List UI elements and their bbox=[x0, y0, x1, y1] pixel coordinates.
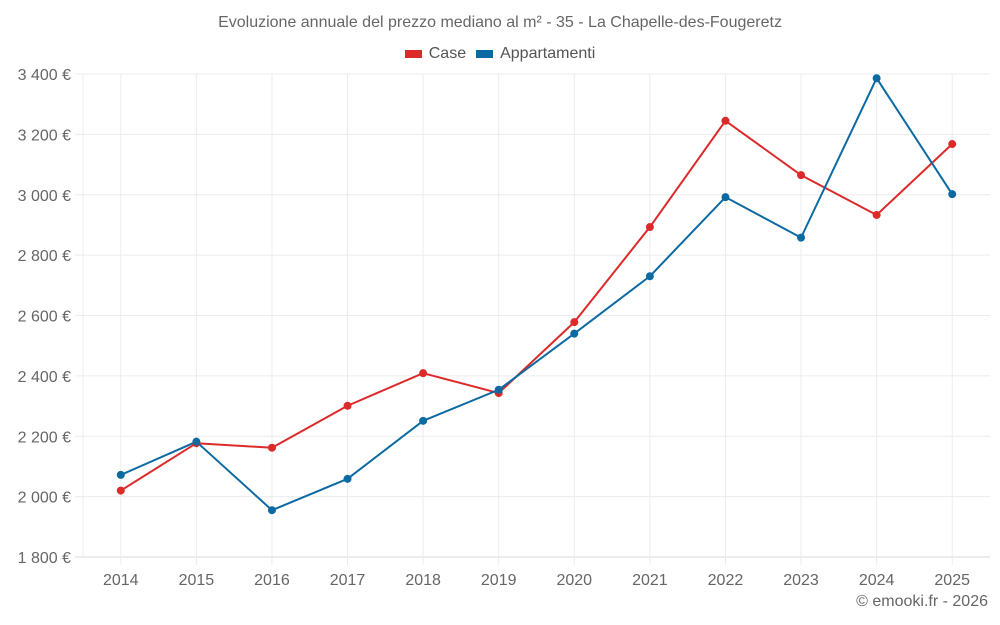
data-point-appartamenti[interactable] bbox=[645, 272, 654, 281]
x-tick-label: 2015 bbox=[179, 572, 215, 589]
credit-text: © emooki.fr - 2026 bbox=[856, 593, 988, 610]
data-point-case[interactable] bbox=[267, 443, 276, 452]
legend-swatch-case bbox=[404, 50, 422, 58]
y-tick-label: 3 400 € bbox=[18, 67, 71, 84]
data-point-case[interactable] bbox=[116, 486, 125, 495]
data-point-appartamenti[interactable] bbox=[570, 329, 579, 338]
x-tick-label: 2014 bbox=[103, 572, 139, 589]
x-tick-label: 2020 bbox=[556, 572, 592, 589]
data-point-appartamenti[interactable] bbox=[494, 385, 503, 394]
legend-item-case[interactable]: Case bbox=[404, 45, 467, 63]
data-point-appartamenti[interactable] bbox=[797, 233, 806, 242]
x-tick-label: 2019 bbox=[481, 572, 517, 589]
x-tick-label: 2016 bbox=[254, 572, 290, 589]
x-tick-label: 2021 bbox=[632, 572, 668, 589]
data-point-appartamenti[interactable] bbox=[343, 474, 352, 483]
chart-title: Evoluzione annuale del prezzo mediano al… bbox=[218, 14, 782, 31]
data-point-case[interactable] bbox=[948, 140, 957, 149]
x-tick-label: 2017 bbox=[330, 572, 366, 589]
data-point-case[interactable] bbox=[872, 210, 881, 219]
y-tick-label: 2 600 € bbox=[18, 309, 71, 326]
y-tick-label: 3 000 € bbox=[18, 188, 71, 205]
data-point-appartamenti[interactable] bbox=[116, 470, 125, 479]
data-point-appartamenti[interactable] bbox=[419, 416, 428, 425]
x-tick-label: 2025 bbox=[934, 572, 970, 589]
legend: Case Appartamenti bbox=[0, 45, 1000, 63]
data-point-appartamenti[interactable] bbox=[267, 506, 276, 515]
data-point-case[interactable] bbox=[797, 171, 806, 180]
data-point-case[interactable] bbox=[570, 318, 579, 327]
y-tick-label: 2 200 € bbox=[18, 429, 71, 446]
legend-swatch-appartamenti bbox=[476, 50, 494, 58]
series-line-appartamenti bbox=[120, 77, 954, 512]
data-point-case[interactable] bbox=[645, 223, 654, 232]
y-tick-label: 3 200 € bbox=[18, 127, 71, 144]
y-tick-label: 2 800 € bbox=[18, 248, 71, 265]
x-tick-label: 2024 bbox=[859, 572, 895, 589]
data-point-appartamenti[interactable] bbox=[948, 190, 957, 199]
legend-label-case: Case bbox=[428, 45, 467, 62]
y-tick-label: 2 400 € bbox=[18, 369, 71, 386]
x-tick-label: 2018 bbox=[405, 572, 441, 589]
data-point-case[interactable] bbox=[343, 401, 352, 410]
data-point-appartamenti[interactable] bbox=[192, 437, 201, 446]
y-tick-label: 2 000 € bbox=[18, 490, 71, 507]
series-line-case bbox=[120, 119, 953, 492]
data-point-case[interactable] bbox=[721, 116, 730, 125]
y-tick-label: 1 800 € bbox=[18, 550, 71, 567]
legend-label-appartamenti: Appartamenti bbox=[500, 45, 596, 62]
data-point-appartamenti[interactable] bbox=[721, 193, 730, 202]
x-tick-label: 2023 bbox=[783, 572, 819, 589]
data-point-case[interactable] bbox=[419, 369, 428, 378]
data-point-appartamenti[interactable] bbox=[872, 74, 881, 83]
x-tick-label: 2022 bbox=[708, 572, 744, 589]
legend-item-appartamenti[interactable]: Appartamenti bbox=[476, 45, 595, 63]
